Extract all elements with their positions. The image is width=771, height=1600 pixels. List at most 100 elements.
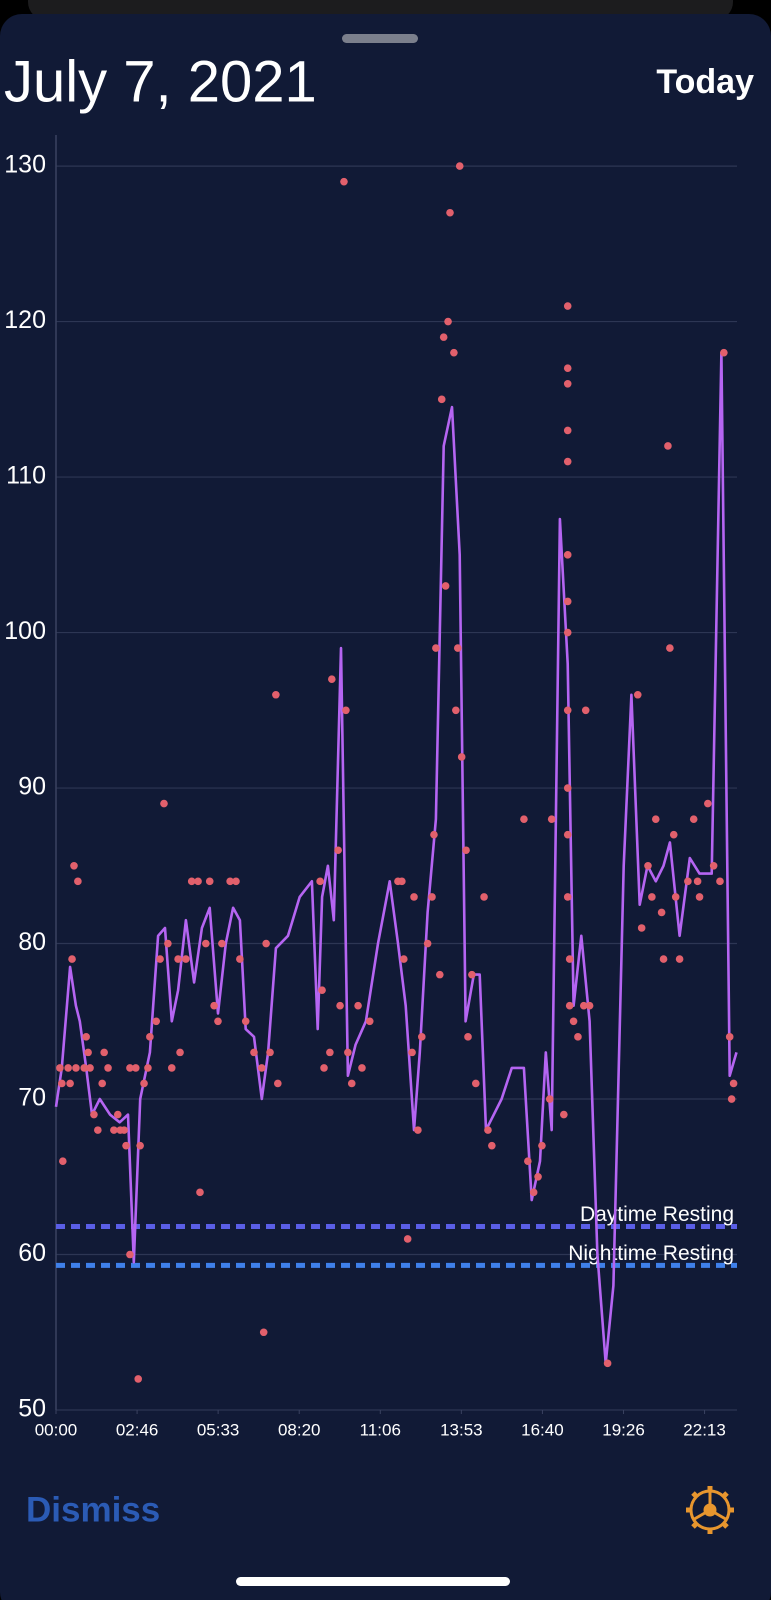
resting-label: Daytime Resting xyxy=(580,1203,734,1226)
heart-rate-sample xyxy=(520,815,528,823)
heart-rate-sample xyxy=(144,1064,152,1072)
y-tick-label: 110 xyxy=(6,462,46,490)
heart-rate-sample xyxy=(90,1110,98,1119)
y-tick-label: 50 xyxy=(18,1395,46,1423)
heart-rate-sample xyxy=(334,846,342,855)
heart-rate-sample xyxy=(398,877,406,886)
dismiss-button[interactable]: Dismiss xyxy=(26,1490,160,1529)
heart-rate-sample xyxy=(94,1126,102,1134)
heart-rate-sample xyxy=(110,1126,118,1134)
heart-rate-sample xyxy=(414,1126,422,1134)
heart-rate-sample xyxy=(210,1001,218,1010)
heart-rate-sample xyxy=(64,1064,72,1072)
heart-rate-sample xyxy=(432,644,440,652)
heart-rate-sample xyxy=(164,939,172,948)
heart-rate-sample xyxy=(457,753,466,761)
x-tick-label: 19:26 xyxy=(602,1420,645,1439)
heart-rate-sample xyxy=(136,1141,144,1150)
home-indicator xyxy=(236,1577,510,1586)
heart-rate-sample xyxy=(581,706,590,715)
heart-rate-sample xyxy=(468,970,476,979)
heart-rate-sample xyxy=(633,690,642,699)
heart-rate-sample xyxy=(444,317,452,326)
heart-rate-sample xyxy=(134,1375,143,1383)
heart-rate-sample xyxy=(648,893,656,901)
heart-rate-sample xyxy=(347,1079,356,1088)
date-title: July 7, 2021 xyxy=(4,49,317,114)
heart-rate-sample xyxy=(704,799,712,808)
heart-rate-sample xyxy=(167,1064,176,1072)
gear-hub xyxy=(703,1503,717,1517)
settings-gear[interactable] xyxy=(686,1486,734,1534)
heart-rate-sample xyxy=(68,955,76,963)
heart-rate-sample xyxy=(182,955,190,963)
heart-rate-sample xyxy=(113,1110,122,1119)
heart-rate-sample xyxy=(657,908,666,917)
heart-rate-sample xyxy=(152,1017,161,1026)
heart-rate-sample xyxy=(226,877,234,886)
chart: 50 60 70 80 90 100 110 120 130 00:00 02:46 05:33 08:… xyxy=(4,135,738,1439)
heart-rate-sample xyxy=(563,706,572,715)
heart-rate-sample xyxy=(644,861,652,870)
heart-rate-sample xyxy=(250,1048,258,1057)
heart-rate-sample xyxy=(194,877,202,886)
gear-teeth xyxy=(686,1486,734,1534)
y-tick-label: 90 xyxy=(18,773,46,801)
heart-rate-sample xyxy=(462,846,470,855)
y-tick-label: 60 xyxy=(18,1239,46,1267)
heart-rate-sample xyxy=(666,644,674,652)
heart-rate-sample xyxy=(441,582,450,590)
heart-rate-sample xyxy=(257,1064,266,1072)
heart-rate-sample xyxy=(563,379,572,388)
heart-rate-sample xyxy=(266,1048,274,1057)
heart-rate-sample xyxy=(259,1328,268,1337)
heart-rate-sample xyxy=(358,1064,366,1072)
heart-rate-sample xyxy=(126,1250,134,1259)
heart-rate-sample xyxy=(126,1064,134,1072)
heart-rate-sample xyxy=(689,815,698,823)
heart-rate-sample xyxy=(56,1064,64,1072)
heart-rate-sample xyxy=(684,877,692,886)
today-button[interactable]: Today xyxy=(656,63,754,101)
x-tick-label: 16:40 xyxy=(521,1420,564,1439)
heart-rate-sample xyxy=(446,208,454,217)
heart-rate-sample xyxy=(344,1048,352,1057)
heart-rate-sample xyxy=(66,1079,74,1088)
heart-rate-sample xyxy=(563,893,572,901)
x-tick-label: 05:33 xyxy=(197,1420,240,1439)
heart-rate-sample xyxy=(529,1188,538,1197)
heart-rate-sample xyxy=(437,395,446,404)
heart-rate-sample xyxy=(693,877,702,886)
heart-rate-sample xyxy=(399,955,408,963)
heart-rate-sample xyxy=(174,955,182,963)
heart-rate-sample xyxy=(671,893,680,901)
heart-rate-sample xyxy=(202,939,210,948)
x-tick-label: 00:00 xyxy=(35,1420,78,1439)
heart-rate-sample xyxy=(342,706,350,715)
heart-rate-sample xyxy=(560,1110,568,1119)
heart-rate-sample xyxy=(574,1033,582,1041)
sheet xyxy=(0,14,771,1600)
heart-rate-sample xyxy=(651,815,660,823)
heart-rate-sample xyxy=(104,1064,112,1072)
heart-rate-sample xyxy=(80,1064,89,1072)
heart-rate-sample xyxy=(176,1048,184,1057)
heart-rate-line xyxy=(54,351,738,1365)
heart-rate-sample xyxy=(82,1033,90,1041)
heart-rate-sample xyxy=(423,939,432,948)
heart-rate-sample xyxy=(205,877,214,886)
heart-rate-sample xyxy=(563,551,572,559)
heart-rate-sample xyxy=(140,1079,148,1088)
heart-rate-sample xyxy=(214,1017,222,1026)
heart-rate-sample xyxy=(455,162,464,170)
heart-rate-sample xyxy=(236,955,244,963)
heart-rate-sample xyxy=(488,1141,496,1150)
heart-rate-sample xyxy=(232,877,240,886)
heart-rate-sample xyxy=(435,970,444,979)
x-tick-label: 13:53 xyxy=(440,1420,483,1439)
heart-rate-sample xyxy=(187,877,196,886)
heart-rate-sample xyxy=(428,893,436,901)
heart-rate-sample xyxy=(603,1359,612,1368)
heart-rate-sample xyxy=(430,830,438,839)
